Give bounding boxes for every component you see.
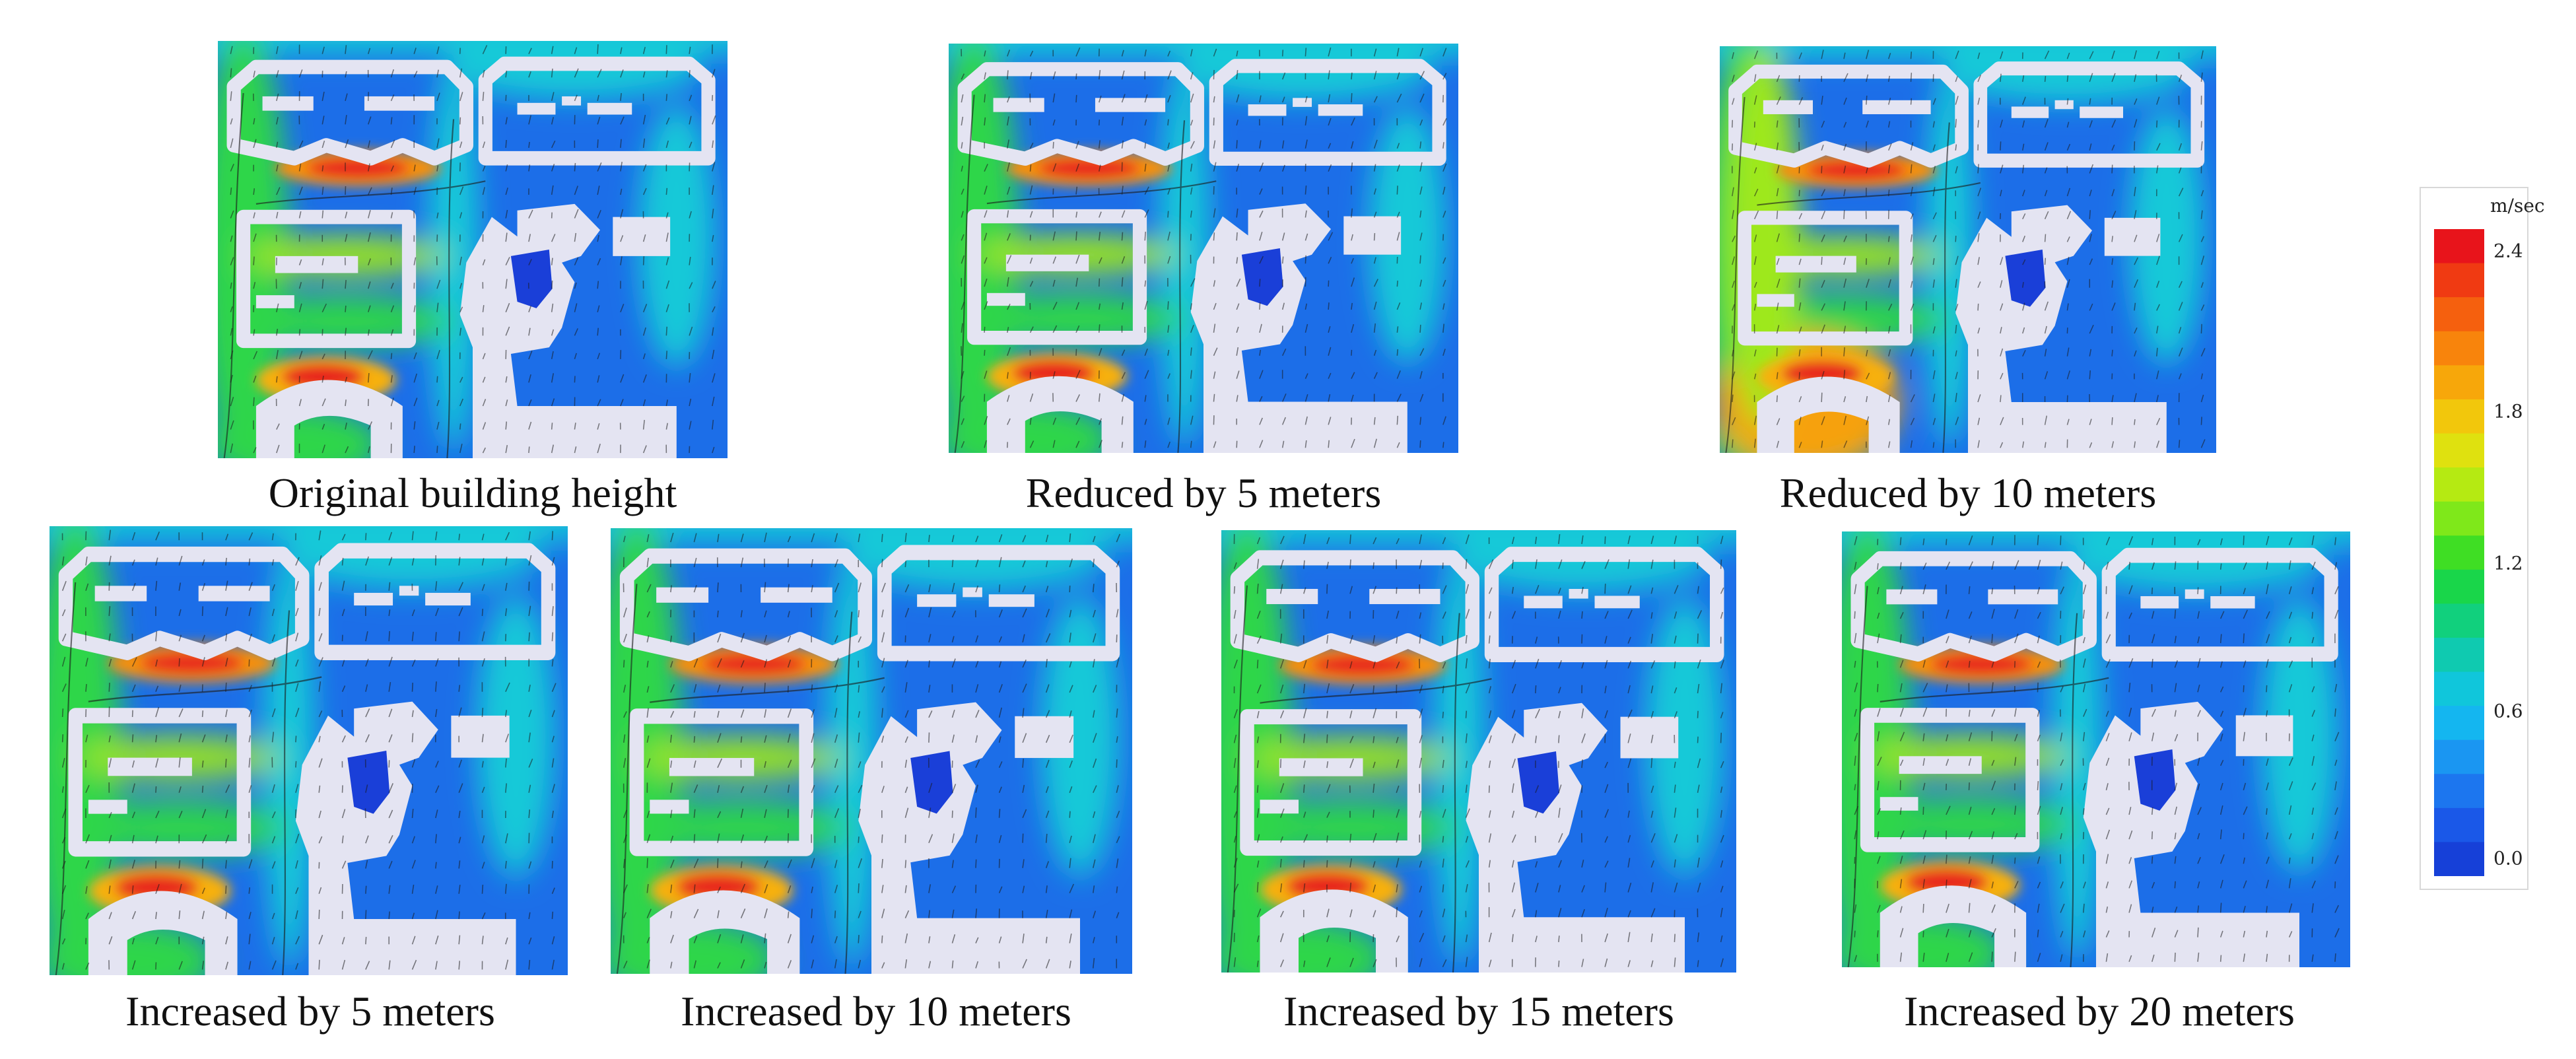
caption-plus15: Increased by 15 meters	[1283, 988, 1674, 1035]
streamlines	[954, 94, 1217, 453]
buildings	[226, 56, 716, 458]
legend-color-step	[2434, 603, 2484, 638]
legend-color-step	[2434, 706, 2484, 741]
caption-plus5: Increased by 5 meters	[125, 988, 495, 1035]
wind-vectors	[1732, 50, 2206, 448]
legend-tick-4: 0.0	[2493, 847, 2523, 870]
panel-plus15	[1221, 530, 1736, 973]
color-legend: m/sec 2.4 1.8 1.2 0.6 0.0	[2420, 187, 2545, 890]
wind-field-plot	[1720, 46, 2216, 453]
wind-field-plot	[1221, 530, 1736, 973]
wind-field-plot	[50, 526, 568, 975]
wind-field-plot	[218, 41, 728, 458]
panel-plus10	[611, 528, 1132, 974]
legend-tick-3: 0.6	[2493, 700, 2523, 722]
wind-vectors	[61, 530, 557, 970]
legend-color-step	[2434, 637, 2484, 673]
legend-color-step	[2434, 501, 2484, 536]
legend-tick-0: 2.4	[2493, 240, 2523, 262]
buildings	[1850, 547, 2338, 967]
legend-color-step	[2434, 739, 2484, 774]
panel-minus10	[1720, 46, 2216, 453]
legend-color-bar	[2434, 229, 2484, 876]
wind-vectors	[1233, 533, 1725, 968]
panel-plus5	[50, 526, 568, 975]
legend-color-step	[2434, 263, 2484, 298]
wind-field-plot	[1842, 531, 2350, 967]
buildings	[957, 59, 1446, 453]
wind-field-plot	[611, 528, 1132, 974]
legend-color-step	[2434, 297, 2484, 332]
caption-original: Original building height	[268, 469, 677, 516]
legend-color-step	[2434, 842, 2484, 876]
caption-minus5: Reduced by 5 meters	[1025, 469, 1382, 516]
legend-color-step	[2434, 671, 2484, 706]
caption-plus20: Increased by 20 meters	[1904, 988, 2295, 1035]
wind-vectors	[230, 44, 716, 454]
legend-unit: m/sec	[2490, 195, 2545, 217]
buildings	[1728, 61, 2205, 453]
legend-color-step	[2434, 535, 2484, 570]
legend-color-step	[2434, 569, 2484, 604]
streamlines	[223, 92, 486, 458]
legend-color-step	[2434, 433, 2484, 468]
panel-plus20	[1842, 531, 2350, 967]
streamlines	[1725, 96, 1981, 453]
legend-color-step	[2434, 229, 2484, 264]
wind-vectors	[961, 47, 1447, 448]
wind-vectors	[1854, 535, 2340, 963]
caption-plus10: Increased by 10 meters	[681, 988, 1071, 1035]
legend-color-step	[2434, 807, 2484, 843]
legend-tick-1: 1.8	[2493, 400, 2523, 423]
streamlines	[616, 584, 885, 974]
streamlines	[1227, 585, 1492, 973]
wind-vectors	[623, 532, 1121, 969]
buildings	[58, 543, 556, 975]
wind-field-plot	[949, 44, 1458, 453]
caption-minus10: Reduced by 10 meters	[1779, 469, 2157, 516]
buildings	[1230, 547, 1724, 973]
legend-color-step	[2434, 365, 2484, 400]
legend-tick-2: 1.2	[2493, 552, 2523, 574]
panel-minus5	[949, 44, 1458, 453]
streamlines	[1847, 586, 2109, 967]
legend-color-step	[2434, 774, 2484, 809]
legend-color-step	[2434, 399, 2484, 434]
streamlines	[55, 582, 322, 975]
legend-color-step	[2434, 331, 2484, 366]
legend-color-step	[2434, 467, 2484, 502]
panel-original	[218, 41, 728, 458]
buildings	[619, 545, 1120, 974]
